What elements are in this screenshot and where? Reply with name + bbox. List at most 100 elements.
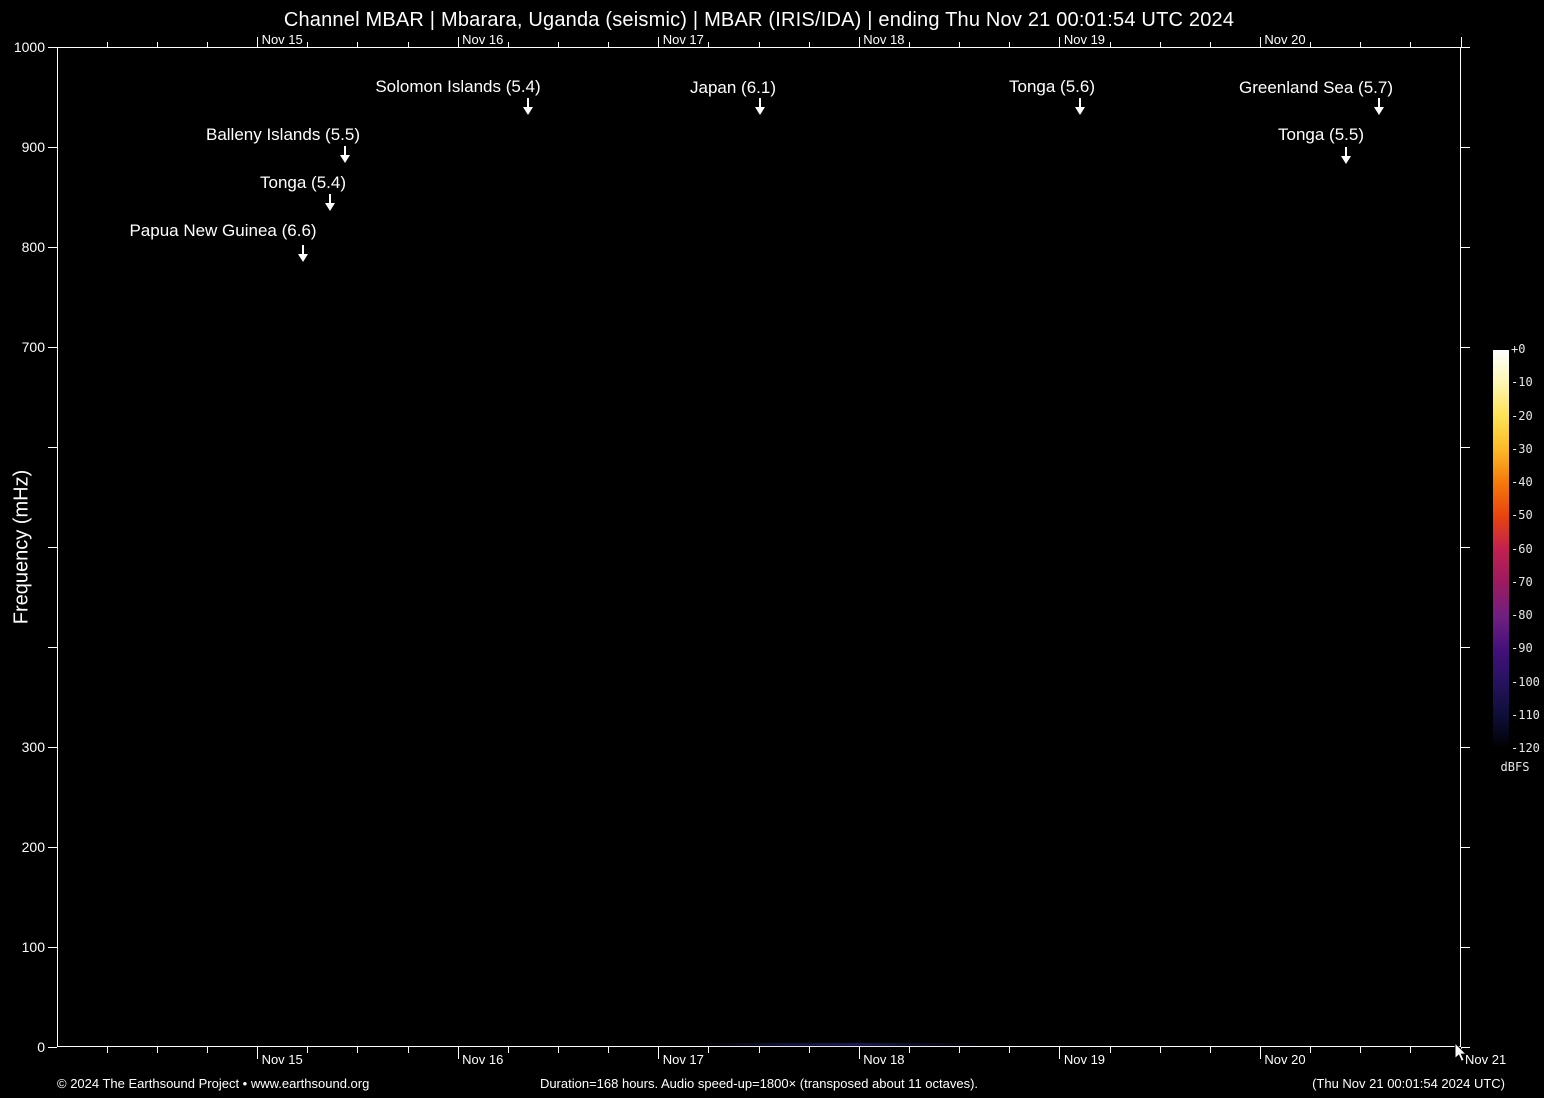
- colorbar-tick-label: -30: [1511, 441, 1533, 456]
- event-arrow-head: [340, 155, 350, 163]
- y-tick-label: 1000: [13, 39, 45, 55]
- event-arrow-stem: [1079, 98, 1081, 107]
- x-minor-tick-bottom: [708, 1047, 710, 1053]
- x-major-tick-bottom: [658, 1047, 660, 1059]
- y-major-tick-right: [1461, 46, 1470, 48]
- colorbar-unit-label: dBFS: [1500, 760, 1530, 774]
- y-major-tick-left: [48, 146, 57, 148]
- x-minor-tick-bottom: [1310, 1047, 1312, 1053]
- x-minor-tick-top: [908, 42, 910, 47]
- colorbar-tick-label: -40: [1511, 475, 1533, 489]
- x-minor-tick-top: [206, 42, 208, 47]
- y-tick-label: 0: [37, 1039, 45, 1055]
- x-date-label-bottom: Nov 18: [863, 1052, 905, 1067]
- colorbar-tick-label: -10: [1511, 375, 1533, 390]
- x-minor-tick-bottom: [206, 1047, 208, 1053]
- x-major-tick-top: [858, 37, 860, 47]
- event-arrow-stem: [1345, 147, 1347, 156]
- event-arrow-stem: [759, 98, 761, 107]
- x-major-tick-top: [1460, 37, 1462, 47]
- y-major-tick-right: [1461, 1046, 1470, 1048]
- x-minor-tick-bottom: [808, 1047, 810, 1053]
- x-minor-tick-bottom: [507, 1047, 509, 1053]
- event-annotation-label: Tonga (5.4): [260, 173, 346, 192]
- y-major-tick-right: [1461, 946, 1470, 948]
- x-major-tick-top: [257, 37, 259, 47]
- x-minor-tick-top: [758, 42, 760, 47]
- x-major-tick-top: [1059, 37, 1061, 47]
- footer-duration: Duration=168 hours. Audio speed-up=1800×…: [539, 1076, 979, 1091]
- y-major-tick-left: [48, 846, 57, 848]
- x-minor-tick-bottom: [758, 1047, 760, 1053]
- x-date-label-top: Nov 15: [261, 32, 303, 47]
- y-tick-label: 100: [21, 939, 45, 955]
- chart-title: Channel MBAR | Mbarara, Uganda (seismic)…: [283, 9, 1235, 31]
- x-minor-tick-bottom: [557, 1047, 559, 1053]
- y-tick-label: 200: [21, 839, 45, 855]
- x-minor-tick-top: [1310, 42, 1312, 47]
- x-date-label-bottom: Nov 16: [462, 1052, 504, 1067]
- x-minor-tick-top: [1410, 42, 1412, 47]
- y-major-tick-right: [1461, 446, 1470, 448]
- event-arrow-head: [1374, 107, 1384, 115]
- x-minor-tick-top: [1360, 42, 1362, 47]
- x-minor-tick-top: [407, 42, 409, 47]
- y-tick-label: 800: [21, 239, 45, 255]
- event-arrow-head: [325, 203, 335, 211]
- x-date-label-top: Nov 17: [662, 32, 704, 47]
- footer-timestamp: (Thu Nov 21 00:01:54 2024 UTC): [1312, 1076, 1505, 1091]
- event-annotation-label: Papua New Guinea (6.6): [129, 221, 317, 240]
- x-minor-tick-bottom: [1009, 1047, 1011, 1053]
- event-annotation-label: Greenland Sea (5.7): [1238, 78, 1394, 97]
- x-minor-tick-top: [608, 42, 610, 47]
- x-major-tick-bottom: [1259, 1047, 1261, 1059]
- event-arrow-head: [755, 107, 765, 115]
- x-date-label-bottom: Nov 17: [662, 1052, 704, 1067]
- x-minor-tick-top: [307, 42, 309, 47]
- footer-copyright: © 2024 The Earthsound Project • www.eart…: [57, 1076, 370, 1091]
- event-annotation-label: Solomon Islands (5.4): [375, 77, 541, 96]
- event-arrow-head: [523, 107, 533, 115]
- colorbar-tick-label: -100: [1511, 674, 1540, 689]
- x-minor-tick-top: [708, 42, 710, 47]
- event-arrow-stem: [1378, 98, 1380, 107]
- event-arrow-stem: [302, 245, 304, 254]
- colorbar-tick-label: -110: [1511, 707, 1540, 722]
- event-arrow-head: [1341, 156, 1351, 164]
- x-minor-tick-bottom: [307, 1047, 309, 1053]
- x-minor-tick-top: [1209, 42, 1211, 47]
- event-arrow-stem: [329, 194, 331, 203]
- x-minor-tick-top: [1159, 42, 1161, 47]
- x-minor-tick-bottom: [1410, 1047, 1412, 1053]
- y-major-tick-left: [48, 546, 57, 548]
- y-tick-label: 700: [21, 339, 45, 355]
- y-major-tick-left: [48, 946, 57, 948]
- y-major-tick-left: [48, 746, 57, 748]
- y-tick-label: 300: [21, 739, 45, 755]
- y-major-tick-right: [1461, 546, 1470, 548]
- y-major-tick-left: [48, 646, 57, 648]
- x-date-label-top: Nov 19: [1063, 32, 1106, 47]
- x-minor-tick-top: [1009, 42, 1011, 47]
- x-major-tick-bottom: [858, 1047, 860, 1059]
- x-minor-tick-top: [106, 42, 108, 47]
- x-minor-tick-bottom: [1360, 1047, 1362, 1053]
- y-major-tick-right: [1461, 246, 1470, 248]
- mouse-cursor-icon: [1454, 1041, 1470, 1069]
- y-major-tick-right: [1461, 746, 1470, 748]
- colorbar-tick-label: +0: [1511, 342, 1526, 356]
- y-major-tick-left: [48, 46, 57, 48]
- event-arrow-stem: [527, 98, 529, 107]
- y-major-tick-left: [48, 446, 57, 448]
- y-major-tick-left: [48, 1046, 57, 1048]
- colorbar-tick-label: -20: [1511, 408, 1533, 423]
- x-minor-tick-top: [1109, 42, 1111, 47]
- x-major-tick-top: [1259, 37, 1261, 47]
- x-major-tick-bottom: [457, 1047, 459, 1059]
- x-minor-tick-top: [156, 42, 158, 47]
- x-major-tick-bottom: [1059, 1047, 1061, 1059]
- faint-spectrogram-signal: [698, 1043, 988, 1046]
- colorbar-gradient: [1493, 350, 1509, 749]
- y-tick-label: 900: [21, 139, 45, 155]
- colorbar-tick-label: -90: [1511, 641, 1533, 656]
